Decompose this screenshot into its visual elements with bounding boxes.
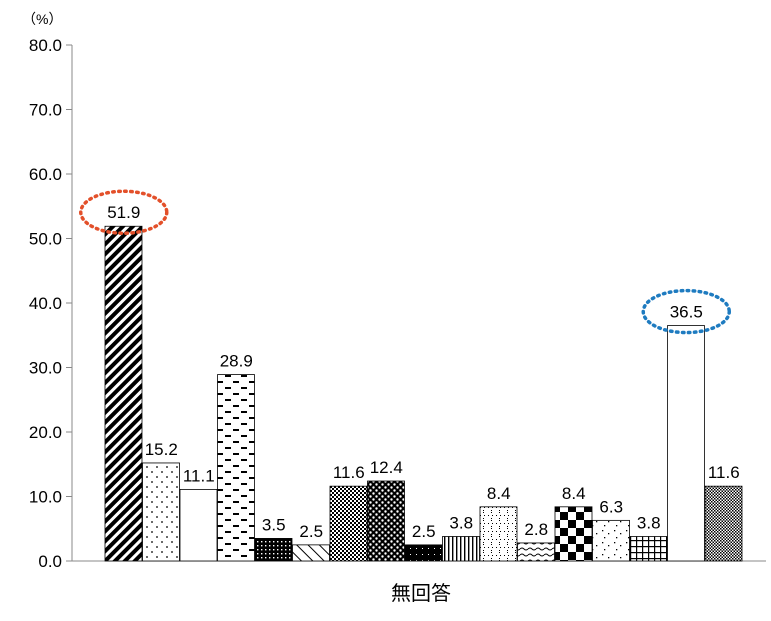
value-label: 6.3 xyxy=(599,497,623,516)
value-labels: 51.9 15.2 11.1 28.9 3.5 2.5 11.6 12.4 2.5 3.8 8.4 2… xyxy=(107,203,739,541)
value-label: 28.9 xyxy=(220,352,253,371)
y-tick-label: 70.0 xyxy=(29,101,62,120)
bar xyxy=(367,480,405,562)
bar xyxy=(629,536,668,562)
bar xyxy=(329,485,368,562)
bar xyxy=(217,374,255,562)
bar xyxy=(442,536,480,562)
bar xyxy=(592,519,630,562)
highlight-ellipse xyxy=(641,288,731,335)
y-tick-label: 50.0 xyxy=(29,230,62,249)
bar xyxy=(179,489,218,562)
value-label: 2.5 xyxy=(299,522,323,541)
value-label: 11.1 xyxy=(183,466,215,485)
value-label: 8.4 xyxy=(487,484,511,503)
bar xyxy=(667,325,705,562)
y-tick-label: 80.0 xyxy=(29,36,62,55)
value-label: 3.8 xyxy=(637,513,661,532)
y-tick-label: 30.0 xyxy=(29,359,62,378)
bar xyxy=(517,542,555,562)
value-label: 2.5 xyxy=(412,522,436,541)
value-label: 11.6 xyxy=(708,463,740,482)
unit-label: （%） xyxy=(22,11,62,27)
y-tick-label: 10.0 xyxy=(29,488,62,507)
value-label: 2.8 xyxy=(524,520,548,539)
bar xyxy=(704,485,743,562)
y-tick-label: 20.0 xyxy=(29,423,62,442)
bar xyxy=(104,225,143,562)
value-label: 8.4 xyxy=(562,484,586,503)
y-tick-label: 40.0 xyxy=(29,294,62,313)
bar xyxy=(479,506,518,562)
y-tick-label: 0.0 xyxy=(38,552,62,571)
bars xyxy=(104,225,743,562)
bar xyxy=(554,506,593,562)
y-tick-label: 60.0 xyxy=(29,165,62,184)
value-label: 11.6 xyxy=(333,463,365,482)
value-label: 3.8 xyxy=(449,513,473,532)
x-axis-label: 無回答 xyxy=(391,582,451,605)
value-label: 51.9 xyxy=(107,203,140,222)
bar xyxy=(254,538,293,562)
bar xyxy=(142,462,180,562)
highlight-ellipses xyxy=(79,189,731,335)
value-label: 15.2 xyxy=(145,440,178,459)
highlight-ellipse xyxy=(79,189,169,235)
value-label: 3.5 xyxy=(262,515,286,534)
value-label: 12.4 xyxy=(370,458,403,477)
bar xyxy=(404,544,443,562)
bar xyxy=(292,544,330,562)
value-label: 36.5 xyxy=(670,303,703,322)
